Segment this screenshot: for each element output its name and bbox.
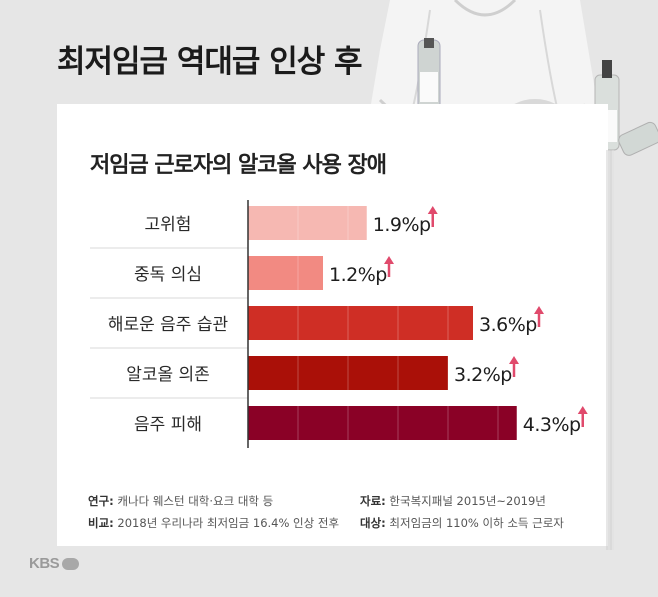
category-label: 해로운 음주 습관 xyxy=(108,315,228,335)
value-label: 3.6%p xyxy=(479,314,537,336)
bar-chart: 고위험 1.9%p 중독 의심 1.2%p 해로운 음주 습관 3.6%p 알코올 의존 3.… xyxy=(90,200,588,448)
bar xyxy=(248,406,517,440)
up-arrow-icon xyxy=(534,306,544,327)
value-label: 1.2%p xyxy=(329,264,387,286)
kbs-logo: KBS xyxy=(29,555,80,572)
category-label: 알코올 의존 xyxy=(126,365,210,385)
up-arrow-icon xyxy=(427,206,438,227)
value-label: 1.9%p xyxy=(373,214,431,236)
headline: 최저임금 역대급 인상 후 xyxy=(57,44,363,80)
up-arrow-icon xyxy=(384,256,394,277)
bar xyxy=(248,206,367,240)
chart-title: 저임금 근로자의 알코올 사용 장애 xyxy=(90,153,387,178)
value-label: 3.2%p xyxy=(454,364,512,386)
bar xyxy=(248,356,448,390)
value-label: 4.3%p xyxy=(523,414,581,436)
logo-mark xyxy=(62,557,80,570)
category-label: 고위험 xyxy=(145,215,192,235)
source-research: 연구: 캐나다 웨스턴 대학·요크 대학 등 xyxy=(88,494,274,508)
category-label: 음주 피해 xyxy=(134,415,202,435)
bar xyxy=(248,306,473,340)
panel-edge-lines xyxy=(606,150,614,550)
source-data: 자료: 한국복지패널 2015년~2019년 xyxy=(360,494,546,508)
bar xyxy=(248,256,323,290)
up-arrow-icon xyxy=(509,356,519,377)
source-comparison: 비교: 2018년 우리나라 최저임금 16.4% 인상 전후 xyxy=(88,516,340,530)
source-target: 대상: 최저임금의 110% 이하 소득 근로자 xyxy=(360,516,564,530)
up-arrow-icon xyxy=(577,406,588,427)
category-label: 중독 의심 xyxy=(134,265,202,285)
